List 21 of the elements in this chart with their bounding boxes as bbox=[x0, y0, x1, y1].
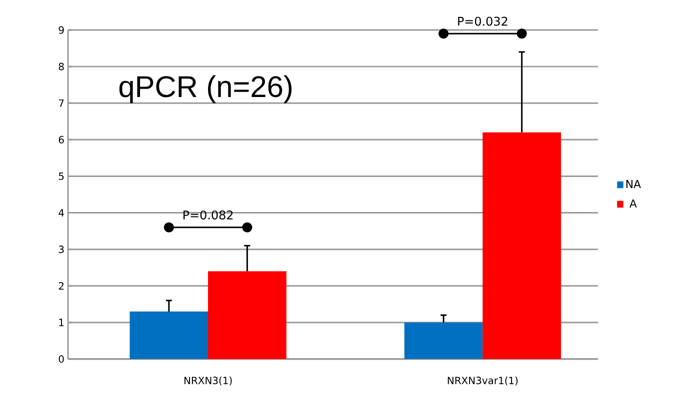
legend-label: NA bbox=[626, 180, 641, 188]
bar bbox=[130, 311, 208, 359]
bar bbox=[404, 322, 483, 359]
bar bbox=[482, 132, 561, 359]
y-tick-label: 4 bbox=[58, 209, 64, 216]
y-tick-label: 7 bbox=[58, 99, 64, 107]
text: P=0.032 bbox=[458, 16, 508, 26]
legend-label: A bbox=[630, 199, 637, 208]
bar bbox=[208, 271, 286, 359]
y-tick-label: 9 bbox=[58, 26, 64, 34]
y-tick-label: 1 bbox=[59, 318, 64, 326]
x-tick-label: NRXN3var1(1) bbox=[448, 376, 518, 386]
y-tick-label: 3 bbox=[58, 246, 64, 254]
annotation: P=0.082 bbox=[184, 210, 233, 220]
y-tick-label: 8 bbox=[58, 62, 64, 70]
annotation: qPCR (n=26) bbox=[119, 75, 292, 104]
y-tick-label: 6 bbox=[58, 136, 64, 144]
y-tick-label: 5 bbox=[58, 172, 64, 180]
y-tick-label: 2 bbox=[58, 282, 64, 290]
x-tick-label: NRXN3(1) bbox=[184, 376, 232, 386]
y-tick-label: 0 bbox=[58, 355, 64, 363]
